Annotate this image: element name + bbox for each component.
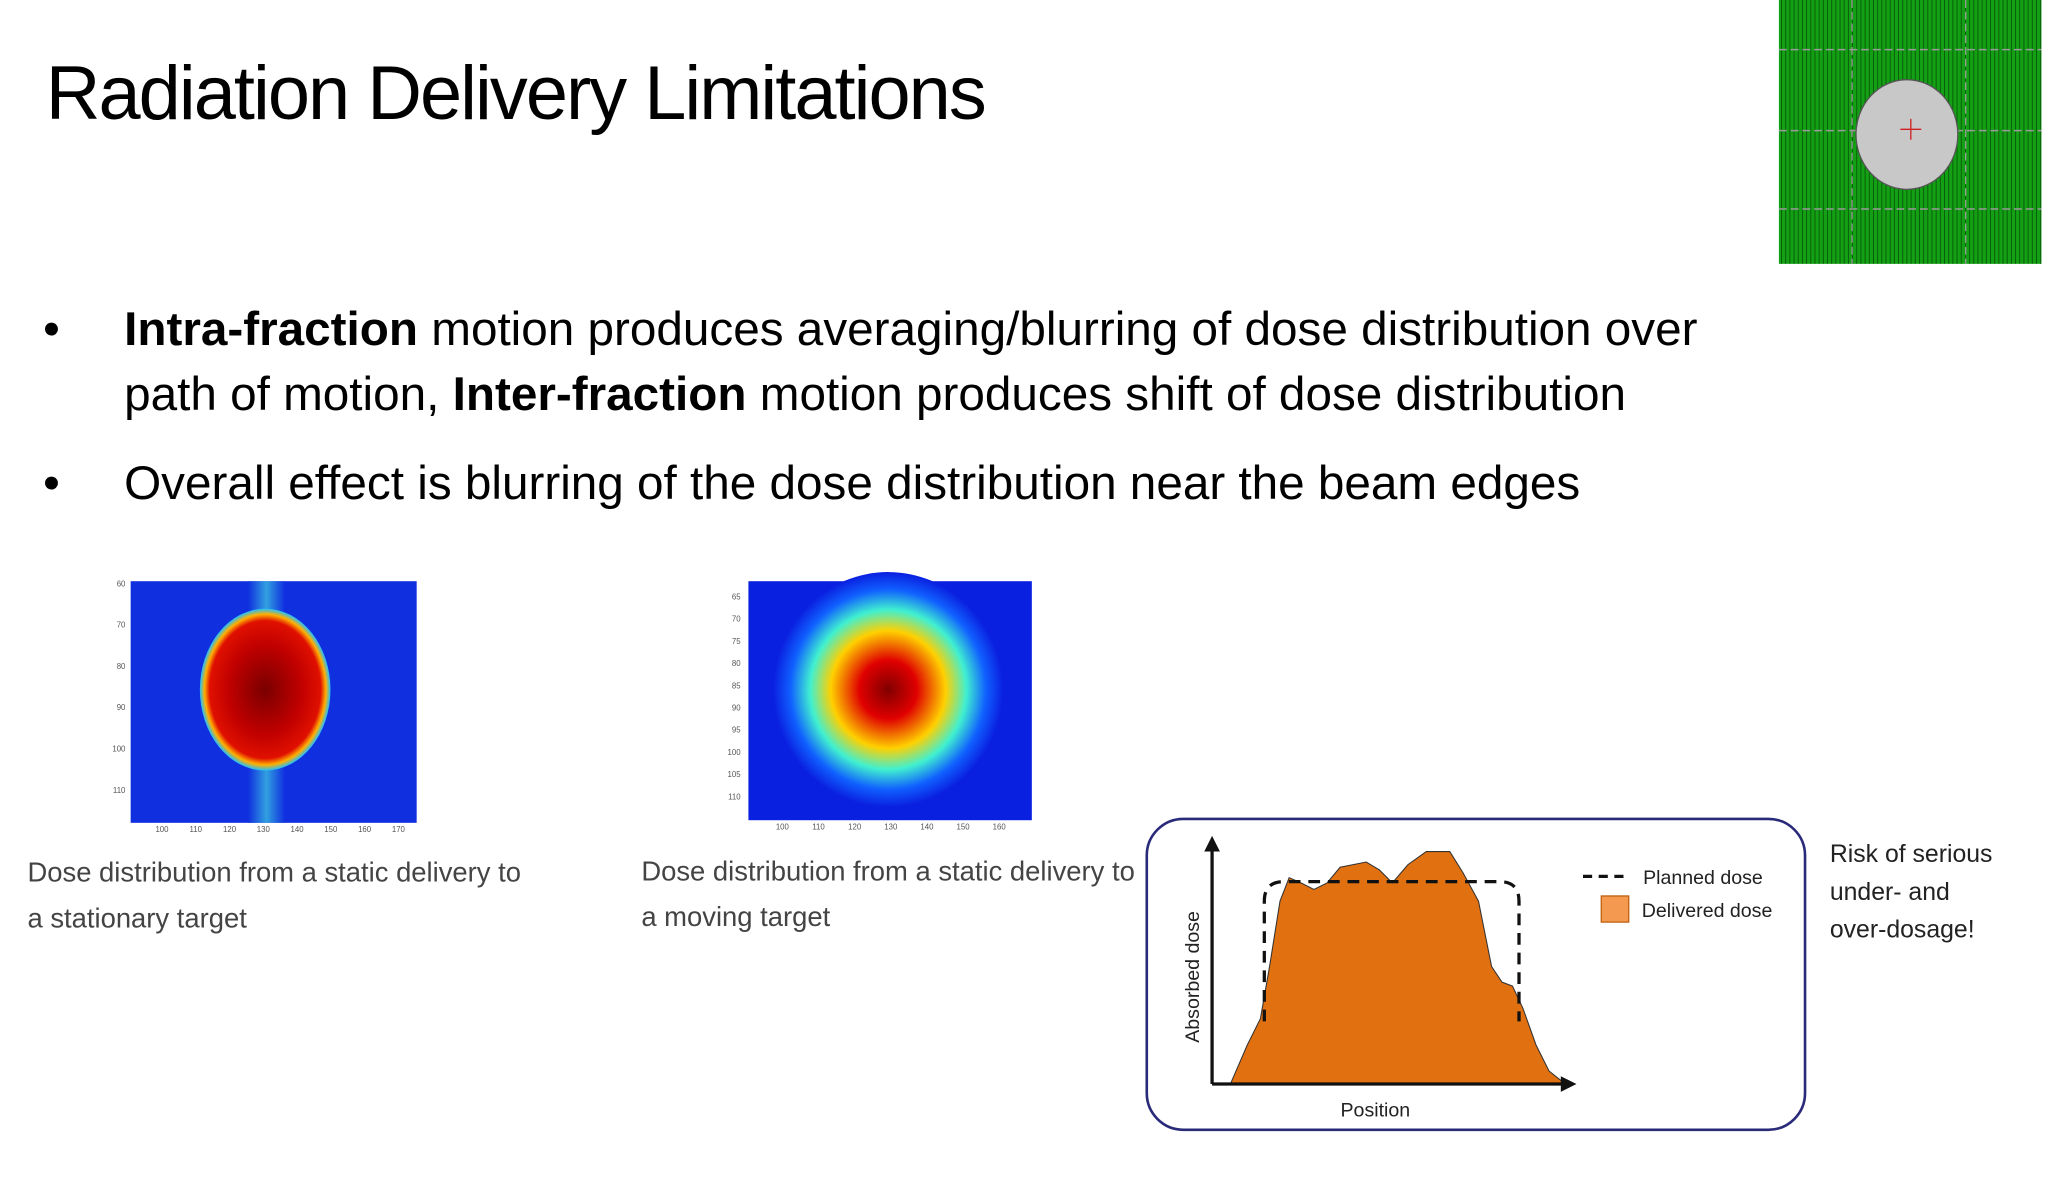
mlc-image <box>1778 0 2042 264</box>
x-tick-label: 120 <box>848 822 862 831</box>
x-tick-label: 100 <box>776 822 790 831</box>
y-tick-label: 100 <box>112 745 126 754</box>
text-run: path of motion, <box>124 368 452 421</box>
legend-swatch <box>1600 895 1630 923</box>
x-axis-label: Position <box>1341 1100 1411 1122</box>
delivered-dose-area <box>1229 851 1568 1085</box>
heatmap-static <box>130 581 417 823</box>
figure-caption: a stationary target <box>27 902 247 933</box>
bullet-list: • Intra-fraction motion produces averagi… <box>43 303 1698 510</box>
slide-title: Radiation Delivery Limitations <box>46 51 985 136</box>
dose-diagram: Absorbed dose Position Planned dose Deli… <box>1145 817 1807 1132</box>
text-run: motion produces shift of dose distributi… <box>747 368 1626 421</box>
bold-term: Inter-fraction <box>453 368 747 421</box>
x-tick-label: 160 <box>358 825 372 834</box>
y-tick-label: 90 <box>732 704 741 713</box>
note-text: Risk of serious <box>1830 841 1993 868</box>
y-tick-label: 110 <box>113 786 126 795</box>
y-tick-label: 90 <box>117 703 126 712</box>
heatmap-moving <box>748 572 1032 821</box>
text-run: Overall effect is blurring of the dose d… <box>124 457 1580 510</box>
text-run: motion produces averaging/blurring of do… <box>418 303 1698 356</box>
y-tick-label: 80 <box>117 662 126 671</box>
bullet-marker: • <box>43 457 60 510</box>
figure-caption: Dose distribution from a static delivery… <box>27 857 521 888</box>
x-tick-label: 150 <box>324 825 338 834</box>
axis-arrow <box>1204 835 1220 852</box>
x-tick-label: 100 <box>155 825 169 834</box>
y-tick-label: 105 <box>728 770 742 779</box>
x-tick-label: 140 <box>291 825 305 834</box>
note-text: over-dosage! <box>1830 917 1975 944</box>
axis-arrow <box>1560 1076 1577 1092</box>
y-tick-label: 65 <box>732 592 741 601</box>
y-tick-label: 100 <box>728 748 742 757</box>
legend-label: Planned dose <box>1643 867 1763 889</box>
y-axis-label: Absorbed dose <box>1182 911 1204 1043</box>
y-tick-label: 70 <box>117 621 126 630</box>
x-tick-label: 120 <box>223 825 237 834</box>
isocenter <box>1900 118 1922 140</box>
x-tick-label: 170 <box>392 825 406 834</box>
y-tick-label: 110 <box>728 792 741 801</box>
planned-dose-line <box>1262 879 1521 1022</box>
bullet-text: Overall effect is blurring of the dose d… <box>124 457 1580 510</box>
x-tick-label: 130 <box>257 825 271 834</box>
legend-label: Delivered dose <box>1642 900 1773 922</box>
x-tick-label: 150 <box>957 822 971 831</box>
bold-term: Intra-fraction <box>124 303 418 356</box>
x-tick-label: 110 <box>190 825 203 834</box>
y-tick-label: 70 <box>732 615 741 624</box>
target-outline <box>1855 79 1959 191</box>
x-tick-label: 140 <box>920 822 934 831</box>
bullet-text: Intra-fraction motion produces averaging… <box>124 303 1698 356</box>
x-tick-label: 130 <box>884 822 898 831</box>
y-tick-label: 80 <box>732 659 741 668</box>
x-tick-label: 160 <box>993 822 1007 831</box>
bullet-text: path of motion, Inter-fraction motion pr… <box>124 368 1626 421</box>
y-tick-label: 85 <box>732 681 741 690</box>
bullet-marker: • <box>43 303 60 356</box>
x-tick-label: 110 <box>812 822 825 831</box>
figure-caption: Dose distribution from a static delivery… <box>641 855 1135 886</box>
figure-caption: a moving target <box>641 901 830 932</box>
y-tick-label: 75 <box>732 637 741 646</box>
y-tick-label: 60 <box>117 579 126 588</box>
note-text: under- and <box>1830 879 1950 906</box>
y-tick-label: 95 <box>732 726 741 735</box>
